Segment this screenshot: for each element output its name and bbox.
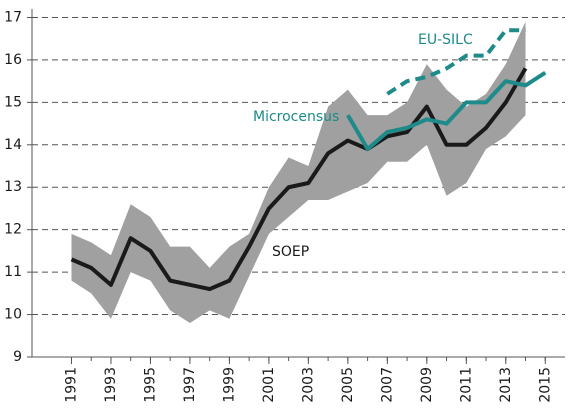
series-label: SOEP <box>272 244 309 260</box>
y-tick-label: 10 <box>4 307 22 323</box>
x-tick-label: 2015 <box>537 367 553 403</box>
x-tick-label: 2013 <box>498 367 514 403</box>
x-tick-label: 2001 <box>261 367 277 403</box>
series-line <box>70 67 528 292</box>
x-tick-label: 1997 <box>182 367 198 403</box>
series-label: Microcensus <box>253 109 339 125</box>
y-tick-label: 12 <box>4 222 22 238</box>
series-line <box>386 28 526 96</box>
y-tick-label: 11 <box>4 264 22 280</box>
x-tick-label: 2009 <box>419 367 435 403</box>
x-tick-label: 1993 <box>103 367 119 403</box>
y-tick-label: 9 <box>13 349 22 365</box>
x-tick-label: 1991 <box>63 367 79 403</box>
x-tick-label: 2007 <box>379 367 395 403</box>
y-tick-label: 15 <box>4 94 22 110</box>
x-tick-label: 2005 <box>340 367 356 403</box>
series-label: EU-SILC <box>418 32 473 48</box>
x-tick-label: 2011 <box>458 367 474 403</box>
series-line <box>346 70 547 152</box>
x-tick-label: 2003 <box>300 367 316 403</box>
y-tick-label: 13 <box>4 179 22 195</box>
interval-band <box>71 21 526 324</box>
y-tick-label: 17 <box>4 9 22 25</box>
x-tick-label: 1999 <box>221 367 237 403</box>
x-tick-label: 1995 <box>142 367 158 403</box>
y-tick-label: 16 <box>4 52 22 68</box>
y-tick-label: 14 <box>4 137 22 153</box>
